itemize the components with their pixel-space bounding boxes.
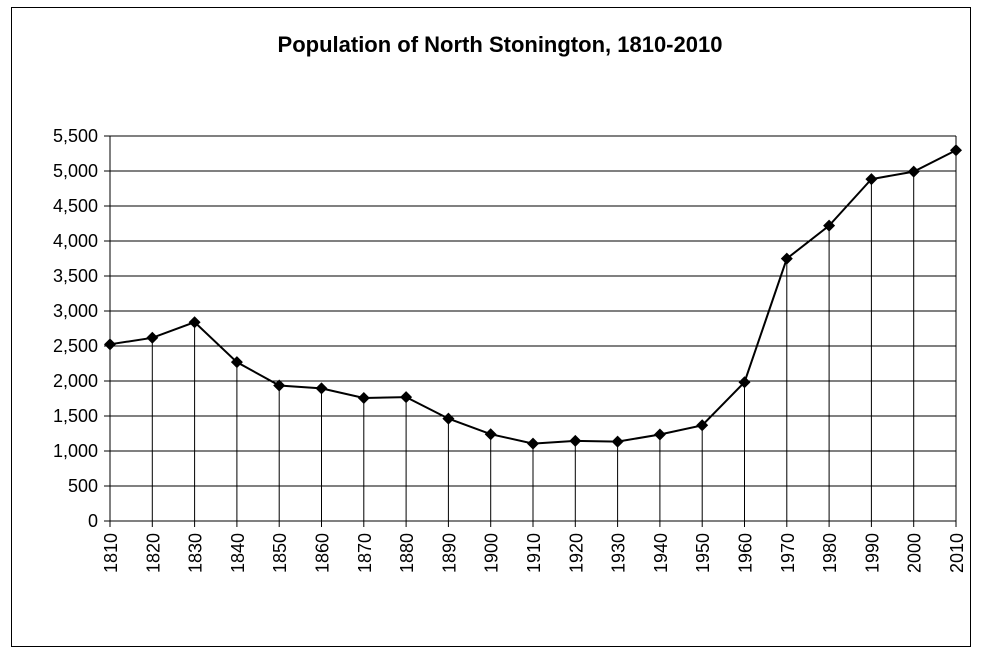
data-point-marker <box>950 144 962 157</box>
data-point-marker <box>104 338 116 351</box>
data-point-marker <box>865 173 878 186</box>
x-tick-label: 1960 <box>736 533 756 573</box>
data-point-marker <box>315 382 328 395</box>
gridlines <box>109 135 957 521</box>
data-point-marker <box>230 356 243 369</box>
x-tick-label: 1900 <box>482 533 502 573</box>
chart-title: Population of North Stonington, 1810-201… <box>278 32 723 57</box>
data-point-marker <box>823 219 836 232</box>
axes <box>104 135 957 527</box>
y-tick-label: 3,500 <box>53 266 98 286</box>
x-tick-labels: 1810 1820 1830 1840 1850 1860 1870 1880 1890 1900… <box>101 533 967 573</box>
y-tick-label: 4,000 <box>53 231 98 251</box>
data-point-marker <box>484 428 497 441</box>
y-tick-label: 2,000 <box>53 371 98 391</box>
x-tick-label: 1820 <box>143 533 163 573</box>
x-tick-label: 1870 <box>355 533 375 573</box>
data-point-marker <box>357 391 370 404</box>
x-tick-label: 1830 <box>186 533 206 573</box>
y-tick-labels: 0 500 1,000 1,500 2,000 2,500 3,000 3,500 4,000 4… <box>53 126 98 531</box>
series <box>104 144 962 450</box>
x-tick-label: 1890 <box>439 533 459 573</box>
data-point-marker <box>273 379 286 392</box>
y-tick-label: 4,500 <box>53 196 98 216</box>
x-tick-label: 1850 <box>270 533 290 573</box>
data-point-marker <box>442 412 455 425</box>
data-point-marker <box>696 419 709 432</box>
chart-frame <box>11 7 971 647</box>
x-tick-label: 1970 <box>778 533 798 573</box>
line-chart: Population of North Stonington, 1810-201… <box>53 32 967 573</box>
y-tick-label: 3,000 <box>53 301 98 321</box>
x-tick-label: 1840 <box>228 533 248 573</box>
y-tick-label: 2,500 <box>53 336 98 356</box>
x-tick-label: 1990 <box>862 533 882 573</box>
y-tick-label: 5,500 <box>53 126 98 146</box>
data-point-marker <box>527 437 539 450</box>
x-tick-label: 1810 <box>101 533 121 573</box>
x-tick-label: 1940 <box>651 533 671 573</box>
x-tick-label: 1860 <box>313 533 333 573</box>
x-tick-label: 2000 <box>905 533 925 573</box>
data-point-marker <box>780 252 793 265</box>
data-point-marker <box>738 376 751 389</box>
y-tick-label: 1,500 <box>53 406 98 426</box>
y-tick-label: 5,000 <box>53 161 98 181</box>
x-tick-label: 2010 <box>947 533 967 573</box>
data-point-marker <box>146 331 159 344</box>
data-point-marker <box>188 316 201 329</box>
data-point-marker <box>400 391 413 404</box>
x-tick-label: 1950 <box>693 533 713 573</box>
data-point-marker <box>907 165 920 178</box>
data-point-marker <box>569 434 582 447</box>
y-tick-label: 1,000 <box>53 441 98 461</box>
data-point-marker <box>611 435 624 448</box>
x-tick-label: 1930 <box>609 533 629 573</box>
y-tick-label: 500 <box>68 476 98 496</box>
x-tick-label: 1880 <box>397 533 417 573</box>
data-point-marker <box>653 428 666 441</box>
x-tick-label: 1980 <box>820 533 840 573</box>
x-tick-label: 1910 <box>524 533 544 573</box>
x-tick-label: 1920 <box>566 533 586 573</box>
y-tick-label: 0 <box>88 511 98 531</box>
